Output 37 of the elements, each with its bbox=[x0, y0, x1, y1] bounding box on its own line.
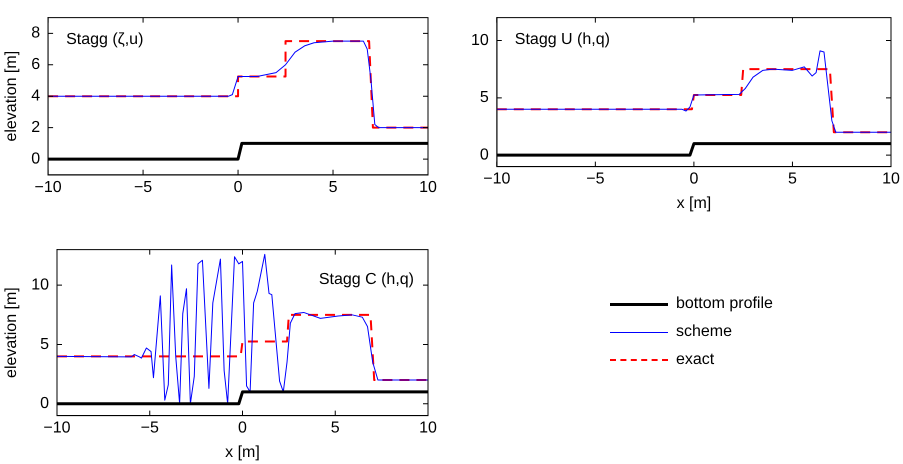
x-axis-title: x [m] bbox=[225, 444, 260, 461]
y-tick-label: 0 bbox=[31, 150, 40, 168]
y-tick-label: 10 bbox=[471, 32, 489, 49]
y-tick-label: 4 bbox=[31, 88, 40, 105]
legend-label: bottom profile bbox=[676, 295, 773, 313]
x-tick-label: −5 bbox=[140, 420, 159, 437]
y-tick-label: 6 bbox=[31, 56, 40, 74]
x-tick-label: 5 bbox=[328, 178, 338, 196]
x-tick-label: −10 bbox=[43, 420, 71, 437]
x-tick-label: 10 bbox=[419, 420, 437, 437]
x-tick-label: −5 bbox=[586, 170, 605, 188]
x-tick-label: −5 bbox=[134, 178, 152, 196]
y-tick-label: 5 bbox=[40, 336, 50, 353]
x-axis-title: x [m] bbox=[676, 194, 712, 212]
x-tick-label: −10 bbox=[483, 170, 510, 188]
y-tick-label: 5 bbox=[480, 89, 489, 106]
legend-label: exact bbox=[676, 351, 714, 369]
x-tick-label: 5 bbox=[788, 170, 797, 188]
y-tick-label: 10 bbox=[31, 276, 50, 294]
text: Stagg C (h,q) bbox=[318, 271, 414, 288]
x-tick-label: 10 bbox=[882, 170, 900, 188]
y-tick-label: 0 bbox=[40, 395, 50, 412]
x-tick-label: 0 bbox=[238, 420, 248, 437]
x-tick-label: 5 bbox=[330, 420, 340, 437]
text: Stagg (ζ,u) bbox=[66, 31, 144, 48]
y-tick-label: 0 bbox=[480, 146, 489, 164]
y-axis-title: elevation [m] bbox=[3, 50, 20, 142]
x-tick-label: −10 bbox=[34, 178, 62, 196]
y-tick-label: 2 bbox=[31, 119, 40, 136]
legend-label: scheme bbox=[676, 323, 732, 341]
y-axis-title: elevation [m] bbox=[3, 287, 20, 378]
x-tick-label: 10 bbox=[419, 178, 437, 196]
line-series bbox=[56, 314, 428, 382]
y-tick-label: 8 bbox=[31, 24, 40, 42]
text: Stagg U (h,q) bbox=[514, 31, 610, 48]
x-tick-label: 0 bbox=[234, 178, 243, 196]
x-tick-label: 0 bbox=[689, 170, 698, 188]
